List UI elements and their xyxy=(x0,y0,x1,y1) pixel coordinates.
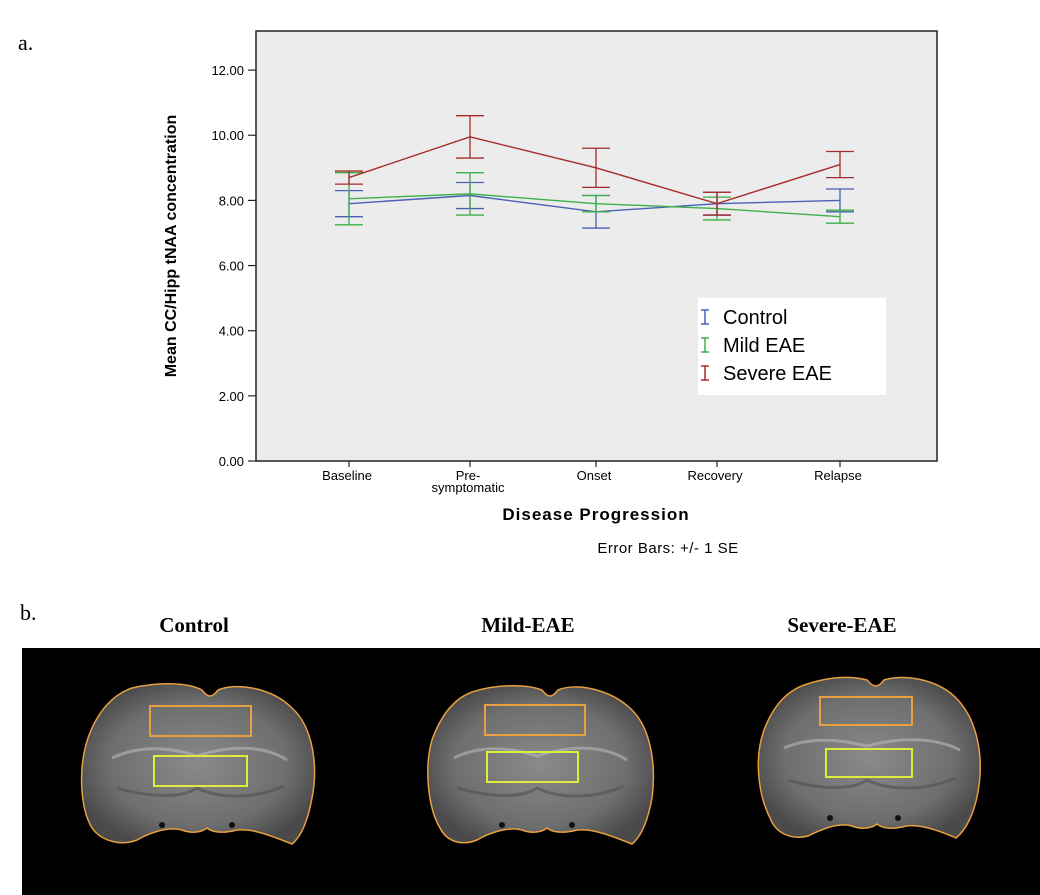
mri-brain-severe-eae xyxy=(757,676,981,839)
caption-severe-eae: Severe-EAE xyxy=(787,613,897,637)
panel-a-label: a. xyxy=(18,30,34,55)
legend-label: Severe EAE xyxy=(723,363,832,385)
mri-brain-mild-eae xyxy=(427,684,655,845)
x-tick-label: Pre- xyxy=(456,468,481,483)
x-axis-title: Disease Progression xyxy=(502,505,689,524)
x-tick-label: Recovery xyxy=(688,468,743,483)
y-tick-label: 8.00 xyxy=(219,193,244,208)
caption-mild-eae: Mild-EAE xyxy=(481,613,575,637)
mri-brain-control xyxy=(80,682,316,845)
y-tick-label: 4.00 xyxy=(219,324,244,339)
caption-control: Control xyxy=(159,613,229,637)
panel-b-label: b. xyxy=(20,600,37,625)
legend-label: Mild EAE xyxy=(723,335,805,357)
line-chart: 0.00 2.00 4.00 6.00 8.00 10.00 12.00 Baseline Pr… xyxy=(163,30,938,557)
x-tick-label: Relapse xyxy=(814,468,862,483)
mri-image-strip xyxy=(22,648,1040,895)
y-tick-label: 0.00 xyxy=(219,454,244,469)
x-tick-label: Onset xyxy=(577,468,612,483)
y-tick-label: 2.00 xyxy=(219,389,244,404)
y-tick-label: 10.00 xyxy=(211,128,244,143)
x-tick-label: Baseline xyxy=(322,468,372,483)
plot-area xyxy=(255,30,938,462)
legend-box xyxy=(698,298,886,395)
y-tick-label: 12.00 xyxy=(211,63,244,78)
error-bar-note: Error Bars: +/- 1 SE xyxy=(597,540,738,557)
legend-label: Control xyxy=(723,307,787,329)
y-tick-label: 6.00 xyxy=(219,259,244,274)
x-tick-label: symptomatic xyxy=(432,480,505,495)
y-axis-title: Mean CC/Hipp tNAA concentration xyxy=(163,115,180,378)
